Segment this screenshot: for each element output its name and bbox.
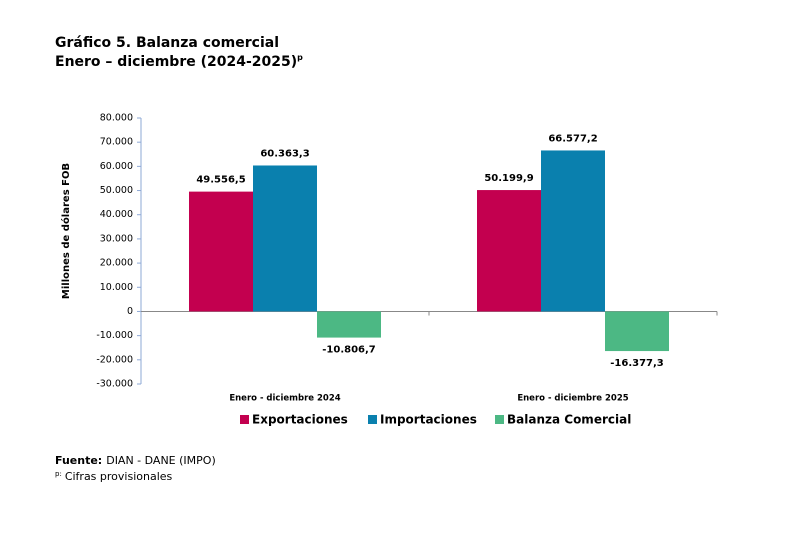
legend-label: Importaciones [380,413,477,427]
legend-label: Exportaciones [252,413,348,427]
value-label: -16.377,3 [610,358,664,369]
value-label: 49.556,5 [196,175,245,186]
y-tick-label: -30.000 [96,379,133,390]
legend-label: Balanza Comercial [507,413,631,427]
note: p: Cifras provisionales [55,470,173,483]
subtitle-text: Enero – diciembre (2024-2025) [55,54,297,70]
y-axis-title: Millones de dólares FOB [60,163,72,299]
subtitle-mark: p [297,53,303,62]
bar [253,165,317,312]
bar [317,311,381,338]
bar [541,150,605,312]
bar [605,311,669,352]
legend-swatch [368,415,377,424]
value-label: 60.363,3 [260,148,309,159]
note-mark: p: [55,470,62,478]
y-tick-label: -10.000 [96,330,133,341]
y-tick-label: 80.000 [100,113,133,124]
bar [477,190,541,312]
y-tick-label: 10.000 [100,282,133,293]
value-label: 50.199,9 [484,173,533,184]
value-label: 66.577,2 [548,133,597,144]
y-tick-label: 30.000 [100,233,133,244]
y-tick-label: 60.000 [100,161,133,172]
value-label: -10.806,7 [322,345,376,356]
y-tick-label: 20.000 [100,258,133,269]
y-tick-label: -20.000 [96,354,133,365]
y-tick-label: 70.000 [100,137,133,148]
y-tick-label: 0 [127,306,133,317]
chart-subtitle: Enero – diciembre (2024-2025)p [55,53,303,71]
chart-title: Gráfico 5. Balanza comercial [55,35,279,51]
x-tick-label: Enero - diciembre 2024 [229,394,340,404]
legend-swatch [240,415,249,424]
source-text: DIAN - DANE (IMPO) [106,454,216,467]
y-tick-label: 40.000 [100,209,133,220]
source-label: Fuente: [55,454,102,467]
source: Fuente: DIAN - DANE (IMPO) [55,454,216,467]
y-tick-label: 50.000 [100,185,133,196]
x-tick-label: Enero - diciembre 2025 [517,394,628,404]
note-text: Cifras provisionales [65,470,173,483]
bar [189,191,253,312]
legend-swatch [495,415,504,424]
